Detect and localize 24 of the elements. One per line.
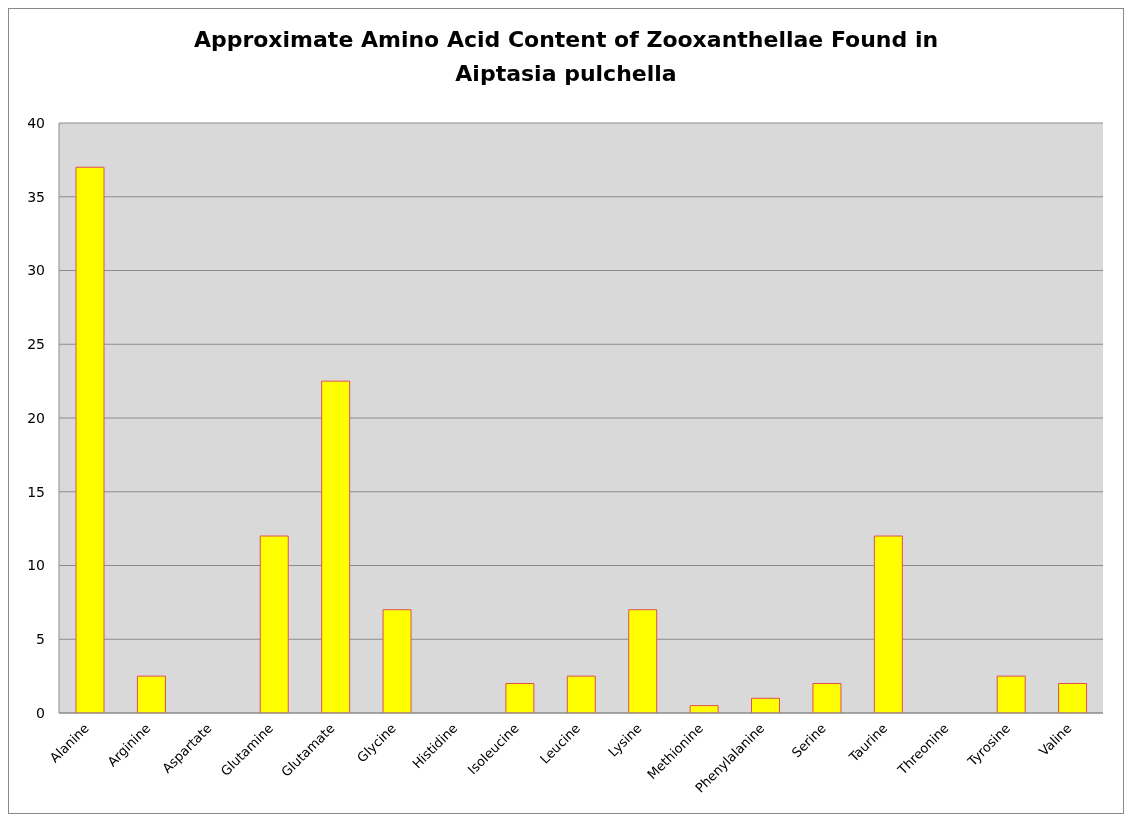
bar bbox=[75, 166, 105, 713]
y-tick-label: 10 bbox=[27, 557, 45, 574]
bar bbox=[505, 683, 535, 713]
bar bbox=[873, 535, 903, 713]
bar bbox=[812, 683, 842, 713]
y-tick-label: 20 bbox=[27, 409, 45, 426]
bar bbox=[1058, 683, 1088, 713]
bar bbox=[689, 705, 719, 713]
bar bbox=[259, 535, 289, 713]
chart-title: Approximate Amino Acid Content of Zooxanthellae Found in Aiptasia pulchella bbox=[192, 26, 940, 88]
y-tick-label: 0 bbox=[36, 704, 45, 721]
bar bbox=[321, 380, 351, 713]
y-tick-label: 15 bbox=[27, 483, 45, 500]
y-tick-label: 35 bbox=[27, 188, 45, 205]
bar bbox=[751, 697, 781, 713]
y-tick-label: 40 bbox=[27, 114, 45, 131]
bar bbox=[566, 675, 596, 713]
bar bbox=[382, 609, 412, 713]
y-tick-label: 5 bbox=[36, 631, 45, 648]
y-tick-label: 30 bbox=[27, 262, 45, 279]
bar bbox=[136, 675, 166, 713]
bar bbox=[996, 675, 1026, 713]
y-tick-label: 25 bbox=[27, 336, 45, 353]
bar bbox=[628, 609, 658, 713]
